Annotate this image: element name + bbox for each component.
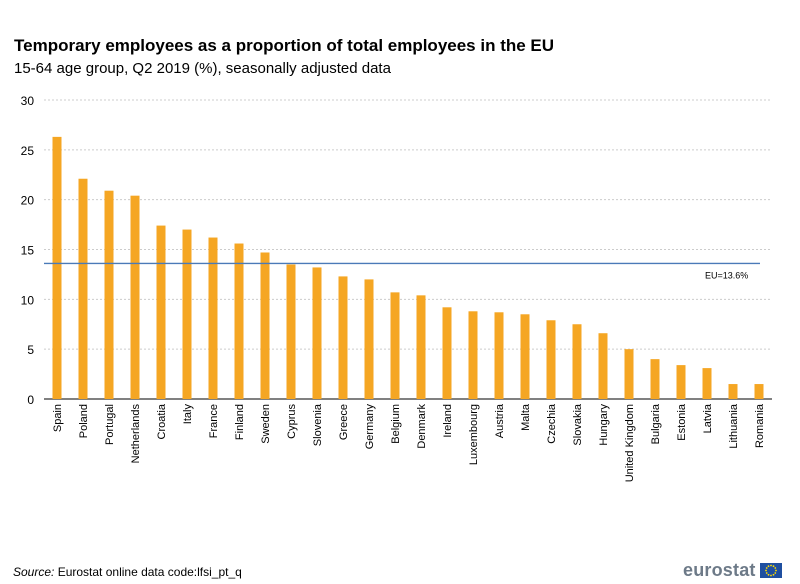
x-tick-label: Portugal	[104, 404, 116, 445]
x-tick-label: Hungary	[598, 404, 610, 446]
bar	[234, 243, 244, 399]
y-tick-label: 0	[27, 393, 34, 407]
bar	[338, 276, 348, 399]
x-tick-label: Croatia	[156, 403, 168, 439]
x-tick-label: Czechia	[546, 403, 558, 444]
y-tick-label: 10	[21, 293, 35, 307]
bar	[494, 312, 504, 399]
x-tick-label: Malta	[520, 403, 532, 431]
x-tick-label: Finland	[234, 404, 246, 440]
bar	[390, 292, 400, 399]
eurostat-logo: eurostat	[683, 560, 782, 581]
x-tick-label: Bulgaria	[650, 403, 662, 444]
bar	[676, 365, 686, 399]
bar	[260, 252, 270, 399]
bar	[754, 384, 764, 399]
x-tick-label: Romania	[754, 403, 766, 448]
x-tick-label: Sweden	[260, 404, 272, 444]
y-tick-label: 20	[21, 194, 35, 208]
x-tick-label: Germany	[364, 404, 376, 450]
chart-subtitle: 15-64 age group, Q2 2019 (%), seasonally…	[14, 60, 391, 77]
x-tick-label: Italy	[182, 404, 194, 425]
x-tick-label: Ireland	[442, 404, 454, 438]
x-tick-label: Lithuania	[728, 403, 740, 449]
bar	[728, 384, 738, 399]
source-label: Source:	[13, 565, 55, 579]
bar	[546, 320, 556, 399]
eu-average-line-group: EU=13.6%	[44, 262, 760, 280]
x-tick-label: Cyprus	[286, 404, 298, 439]
chart-title: Temporary employees as a proportion of t…	[14, 36, 555, 55]
x-tick-label: Netherlands	[130, 404, 142, 464]
bar	[364, 279, 374, 399]
bar	[468, 311, 478, 399]
x-tick-label: Luxembourg	[468, 404, 480, 465]
bar	[78, 178, 88, 399]
y-tick-label: 25	[21, 144, 35, 158]
x-tick-label: Slovakia	[572, 403, 584, 445]
grid-lines	[44, 99, 772, 400]
bar	[442, 307, 452, 399]
bar	[182, 229, 192, 399]
bars	[52, 136, 764, 400]
x-axis-ticks: Spain Poland Portugal Netherlands Croatia Ita…	[52, 403, 766, 482]
bar	[520, 314, 530, 399]
bar	[572, 324, 582, 399]
eu-flag-icon	[759, 563, 782, 578]
x-tick-label: Austria	[494, 403, 506, 438]
x-tick-label: Spain	[52, 404, 64, 432]
bar	[312, 267, 322, 399]
source-text: Eurostat online data code:lfsi_pt_q	[57, 565, 242, 579]
bar	[702, 368, 712, 399]
bar	[598, 333, 608, 399]
x-tick-label: Belgium	[390, 404, 402, 444]
x-tick-label: France	[208, 404, 220, 438]
x-tick-label: Greece	[338, 404, 350, 440]
x-tick-label: Slovenia	[312, 403, 324, 446]
bar	[130, 195, 140, 399]
bar	[52, 136, 62, 400]
bar	[208, 237, 218, 399]
x-tick-label: Latvia	[702, 403, 714, 433]
y-tick-label: 5	[27, 343, 34, 357]
x-tick-label: Denmark	[416, 404, 428, 449]
eu-average-label: EU=13.6%	[705, 270, 748, 280]
logo-text: eurostat	[683, 560, 756, 580]
bar	[286, 264, 296, 399]
x-tick-label: United Kingdom	[624, 404, 636, 482]
bar	[416, 295, 426, 399]
bar	[104, 190, 114, 399]
y-tick-label: 30	[21, 94, 35, 108]
bar	[650, 359, 660, 399]
bar	[624, 349, 634, 399]
x-tick-label: Poland	[78, 404, 90, 438]
y-tick-label: 15	[21, 244, 35, 258]
y-axis-ticks: 0 5 10 15 20 25 30	[21, 94, 35, 407]
x-tick-label: Estonia	[676, 403, 688, 441]
source-note: Source: Eurostat online data code:lfsi_p…	[13, 565, 242, 579]
bar	[156, 225, 166, 399]
